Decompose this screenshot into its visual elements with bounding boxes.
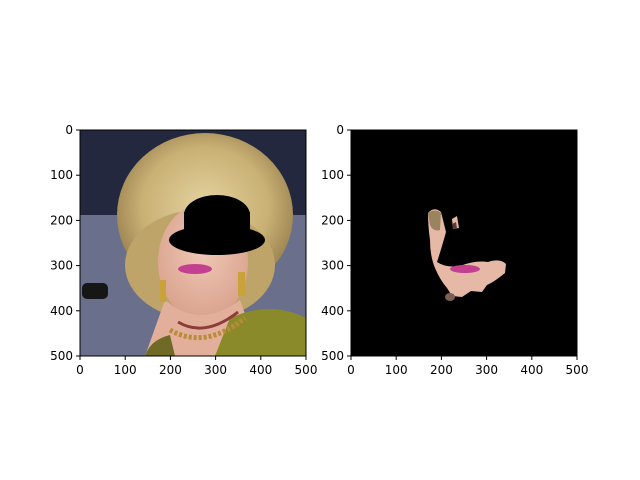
left-ytick-label: 300	[50, 259, 73, 273]
necklace-inner	[177, 310, 239, 330]
left-ytick-label: 200	[50, 213, 73, 227]
dress	[215, 309, 306, 356]
mask-lips	[450, 265, 480, 273]
right-xtick-label: 100	[385, 363, 408, 377]
right-axes-frame	[350, 129, 578, 357]
lips	[178, 264, 212, 274]
left-xtick-label: 100	[114, 363, 137, 377]
necklace	[168, 316, 247, 341]
mask-dark-spot	[452, 222, 457, 229]
left-xtick-label: 400	[249, 363, 272, 377]
right-ytick-label: 300	[321, 259, 344, 273]
right-xtick-label: 400	[520, 363, 543, 377]
left-xtick-label: 200	[159, 363, 182, 377]
mask-hair-patch	[428, 210, 441, 231]
left-ytick-label: 500	[50, 349, 73, 363]
left-axes-frame	[79, 129, 307, 357]
left-ytick-label: 400	[50, 304, 73, 318]
microphone	[82, 283, 108, 299]
left-ytick-label: 0	[65, 123, 73, 137]
dress-left	[145, 335, 175, 356]
earring-right	[238, 272, 245, 296]
right-xtick-label: 500	[566, 363, 589, 377]
occluder-body	[184, 212, 250, 242]
right-ytick-label: 0	[336, 123, 344, 137]
left-image-panel	[80, 130, 306, 356]
earring-left	[160, 280, 166, 302]
mask-chin-shadow	[445, 293, 455, 301]
mask-skin-region	[428, 209, 506, 297]
right-image-panel	[351, 130, 577, 356]
mask-background	[351, 130, 577, 356]
left-xtick-label: 0	[76, 363, 84, 377]
left-xtick-label: 300	[204, 363, 227, 377]
right-xtick-label: 300	[475, 363, 498, 377]
left-ytick-label: 100	[50, 168, 73, 182]
right-ytick-label: 400	[321, 304, 344, 318]
left-xtick-label: 500	[295, 363, 318, 377]
right-xtick-label: 200	[430, 363, 453, 377]
right-xtick-label: 0	[347, 363, 355, 377]
right-ytick-label: 200	[321, 213, 344, 227]
right-ytick-label: 500	[321, 349, 344, 363]
right-ytick-label: 100	[321, 168, 344, 182]
